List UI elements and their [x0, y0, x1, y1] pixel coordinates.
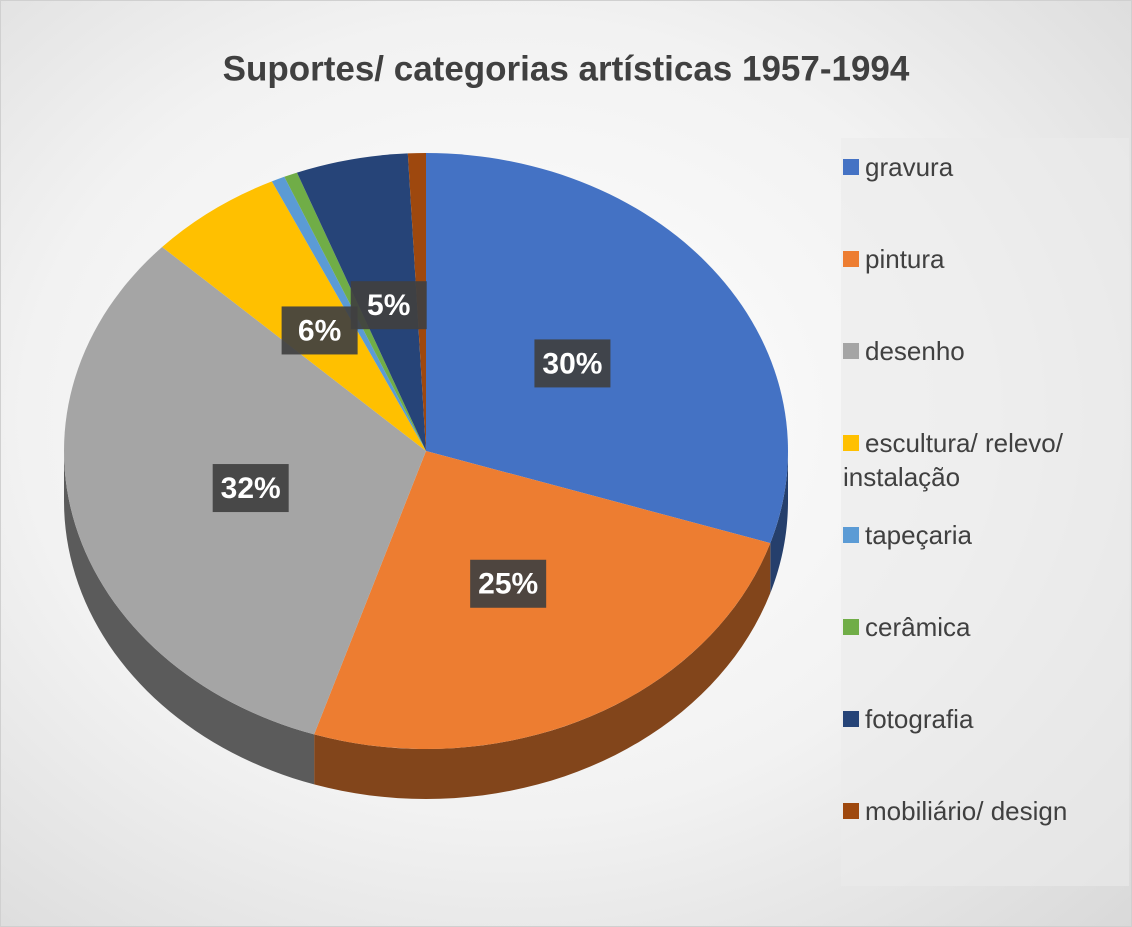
- legend-item: mobiliário/ design: [843, 794, 1123, 828]
- legend-item: desenho: [843, 334, 1123, 368]
- chart-title: Suportes/ categorias artísticas 1957-199…: [223, 49, 910, 88]
- legend-label: desenho: [865, 336, 965, 366]
- legend-label: tapeçaria: [865, 520, 972, 550]
- legend-swatch: [843, 159, 859, 175]
- slice-side: [64, 451, 315, 785]
- data-label-text: 25%: [478, 568, 538, 601]
- data-label-box: [212, 464, 289, 513]
- legend-swatch: [843, 251, 859, 267]
- legend-label: cerâmica: [865, 612, 971, 642]
- legend-label: pintura: [865, 244, 945, 274]
- data-label: 5%: [350, 281, 427, 330]
- legend-swatch: [843, 343, 859, 359]
- data-label-text: 32%: [221, 472, 281, 505]
- data-label: 6%: [281, 306, 358, 355]
- legend-swatch: [843, 527, 859, 543]
- data-label: 32%: [212, 464, 289, 513]
- data-label-text: 6%: [298, 314, 341, 347]
- legend: gravura pintura desenho escultura/ relevo/ …: [841, 138, 1129, 886]
- legend-label: escultura/ relevo/ instalação: [843, 428, 1063, 492]
- legend-label: mobiliário/ design: [865, 796, 1068, 826]
- slice-side: [314, 543, 771, 799]
- data-label: 30%: [534, 339, 611, 388]
- data-label-box: [350, 281, 427, 330]
- legend-swatch: [843, 711, 859, 727]
- legend-item: escultura/ relevo/ instalação: [843, 426, 1123, 494]
- data-label-box: [470, 559, 547, 608]
- legend-item: gravura: [843, 150, 1123, 184]
- legend-item: cerâmica: [843, 610, 1123, 644]
- legend-swatch: [843, 803, 859, 819]
- data-label-box: [534, 339, 611, 388]
- data-label-text: 30%: [542, 347, 602, 380]
- data-label: 25%: [470, 559, 547, 608]
- data-label-box: [281, 306, 358, 355]
- legend-item: pintura: [843, 242, 1123, 276]
- legend-swatch: [843, 435, 859, 451]
- legend-item: fotografia: [843, 702, 1123, 736]
- legend-label: gravura: [865, 152, 954, 182]
- legend-swatch: [843, 619, 859, 635]
- legend-label: fotografia: [865, 704, 974, 734]
- data-label-text: 5%: [367, 289, 410, 322]
- legend-item: tapeçaria: [843, 518, 1123, 552]
- slice-side: [770, 451, 788, 594]
